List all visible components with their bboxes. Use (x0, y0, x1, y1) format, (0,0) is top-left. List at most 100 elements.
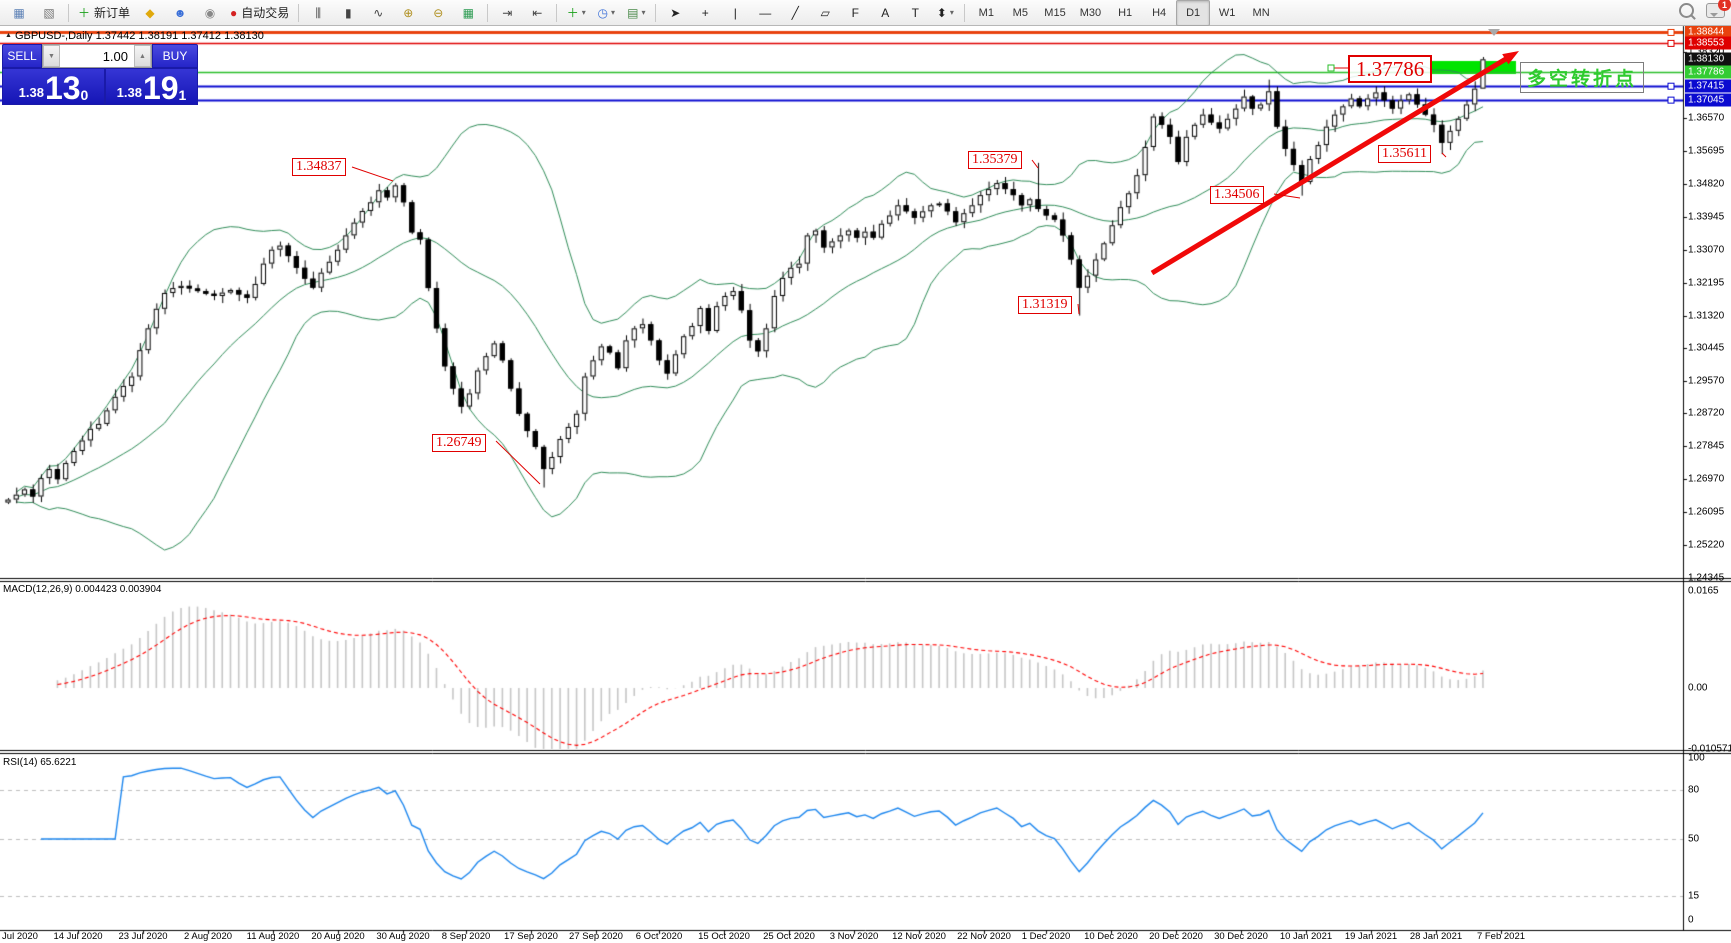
new-order-button[interactable]: ＋新订单 (74, 2, 134, 24)
toolbar-right-group: 1 (1679, 0, 1731, 18)
macd-axis-tick: 0.0165 (1688, 585, 1719, 597)
profiles-button[interactable]: ▧ (35, 2, 63, 24)
price-level-tag: 1.38844 (1685, 25, 1731, 39)
date-axis-label: 25 Oct 2020 (763, 931, 815, 942)
sell-button[interactable]: SELL (2, 44, 42, 68)
timeframe-m5-button[interactable]: M5 (1012, 6, 1028, 19)
channel-button[interactable]: ▱ (811, 2, 839, 24)
notifications-icon[interactable]: 1 (1706, 0, 1731, 18)
price-annotation[interactable]: 1.34837 (292, 158, 346, 176)
rsi-axis-tick: 80 (1688, 784, 1700, 796)
horizontal-line-icon: — (759, 5, 772, 20)
new-chart-icon: ▦ (13, 5, 25, 20)
text-label-button[interactable]: T (901, 2, 929, 24)
timeframe-d1-button[interactable]: D1 (1176, 0, 1211, 26)
arrows-icon: ⬍ (936, 5, 947, 20)
buy-price[interactable]: 1.38 19 1 (105, 68, 198, 105)
trendline-button[interactable]: ╱ (781, 2, 809, 24)
timeframe-m1-button[interactable]: M1 (978, 6, 994, 19)
price-axis-tick: 1.30445 (1688, 342, 1725, 354)
price-level-tag: 1.37786 (1685, 65, 1731, 79)
period-clock-icon: ◷ (597, 5, 609, 20)
zoom-out-button[interactable]: ⊖ (424, 2, 452, 24)
price-axis-tick: 1.28720 (1688, 407, 1725, 419)
zoom-in-button[interactable]: ⊕ (394, 2, 422, 24)
vertical-line-button[interactable]: | (721, 2, 749, 24)
crosshair-button[interactable]: + (691, 2, 719, 24)
price-annotation[interactable]: 1.35611 (1378, 145, 1431, 163)
zoom-out-icon: ⊖ (433, 5, 444, 20)
macd-axis-tick: 0.00 (1688, 682, 1708, 694)
price-annotation[interactable]: 1.35379 (968, 151, 1022, 169)
autotrading-icon: ● (230, 5, 238, 20)
sell-price[interactable]: 1.38 13 0 (2, 68, 105, 105)
volume-down-button[interactable]: ▼ (43, 45, 60, 67)
timeframe-h4-button[interactable]: H4 (1152, 6, 1167, 19)
vertical-line-icon: | (733, 5, 737, 20)
candlestick-button[interactable]: ▮ (334, 2, 362, 24)
fibonacci-button[interactable]: F (841, 2, 869, 24)
cursor-button[interactable]: ➤ (661, 2, 689, 24)
window-collapse-icon[interactable]: ▲ (5, 32, 12, 39)
toolbar-separator (68, 3, 69, 22)
period-clock-button[interactable]: ◷ ▾ (592, 2, 620, 24)
price-axis-tick: 1.33070 (1688, 244, 1725, 256)
new-chart-button[interactable]: ▦ (5, 2, 33, 24)
timeframe-mn-button[interactable]: MN (1252, 6, 1270, 19)
arrows-button[interactable]: ⬍ ▾ (931, 2, 959, 24)
date-axis-label: Jul 2020 (2, 931, 38, 942)
template-button[interactable]: ▤ ▾ (622, 2, 650, 24)
template-icon: ▤ (627, 5, 639, 20)
price-axis-tick: 1.27845 (1688, 440, 1725, 452)
buy-button[interactable]: BUY (152, 44, 198, 68)
fibonacci-icon: F (851, 5, 859, 20)
one-click-trading-panel: SELL ▼ 1.00 ▲ BUY 1.38 13 0 1.38 19 1 (2, 44, 198, 105)
price-axis-tick: 1.38320 (1688, 47, 1724, 58)
date-axis-label: 27 Sep 2020 (569, 931, 623, 942)
timeframe-m30-button[interactable]: M30 (1079, 6, 1102, 19)
volume-value[interactable]: 1.00 (102, 48, 128, 64)
toolbar-separator (298, 3, 300, 22)
cn-annotation-box[interactable]: 多空转折点 (1520, 62, 1645, 93)
price-annotation[interactable]: 1.34506 (1210, 186, 1264, 204)
price-annotation[interactable]: 1.37786 (1348, 55, 1433, 83)
chevron-down-icon: ▾ (949, 8, 954, 17)
bar-chart-button[interactable]: ⫼ (304, 2, 332, 24)
search-icon[interactable] (1679, 3, 1694, 18)
toolbar-separator (964, 3, 966, 22)
text-button[interactable]: A (871, 2, 899, 24)
autotrading-button[interactable]: ● 自动交易 (226, 2, 293, 24)
auto-scroll-button[interactable]: ⇤ (523, 2, 551, 24)
rsi-label: RSI(14) 65.6221 (3, 757, 77, 768)
price-axis-tick: 1.33945 (1688, 211, 1725, 223)
macd-label: MACD(12,26,9) 0.004423 0.003904 (3, 584, 162, 595)
price-annotation[interactable]: 1.31319 (1018, 296, 1072, 314)
auto-scroll-icon: ⇤ (532, 5, 543, 20)
tile-windows-button[interactable]: ▦ (454, 2, 482, 24)
notification-badge: 1 (1718, 0, 1731, 11)
macd-axis-tick: -0.010571 (1688, 743, 1731, 755)
price-axis-tick: 1.24345 (1688, 572, 1725, 584)
bar-chart-icon: ⫼ (315, 5, 322, 20)
main-toolbar: ▦ ▧ ＋新订单 ◆ ☻ ◉ ● 自动交易 ⫼ ▮ ∿ ⊕ ⊖ ▦ ⇥ ⇤ ＋ ▾ ◷ ▾ ▤ ▾ ➤ + | — ╱ ▱ F A T ⬍ ▾ M… (0, 0, 1731, 26)
timeframe-w1-button[interactable]: W1 (1218, 6, 1236, 19)
chart-shift-button[interactable]: ⇥ (493, 2, 521, 24)
date-axis-label: 23 Jul 2020 (118, 931, 168, 942)
add-indicator-button[interactable]: ＋ ▾ (562, 2, 590, 24)
community-button[interactable]: ☻ (166, 2, 194, 24)
toolbar-separator (556, 3, 558, 22)
candlestick-icon: ▮ (344, 5, 352, 20)
chevron-down-icon: ▾ (641, 8, 646, 17)
timeframe-m15-button[interactable]: M15 (1044, 6, 1066, 19)
line-chart-button[interactable]: ∿ (364, 2, 392, 24)
signals-button[interactable]: ◉ (196, 2, 224, 24)
volume-up-button[interactable]: ▲ (134, 45, 151, 67)
timeframe-h1-button[interactable]: H1 (1118, 6, 1133, 19)
date-axis-label: 11 Aug 2020 (246, 931, 300, 942)
horizontal-line-button[interactable]: — (751, 2, 779, 24)
price-annotation[interactable]: 1.26749 (432, 434, 486, 452)
date-axis-label: 20 Aug 2020 (311, 931, 365, 942)
market-button[interactable]: ◆ (136, 2, 164, 24)
